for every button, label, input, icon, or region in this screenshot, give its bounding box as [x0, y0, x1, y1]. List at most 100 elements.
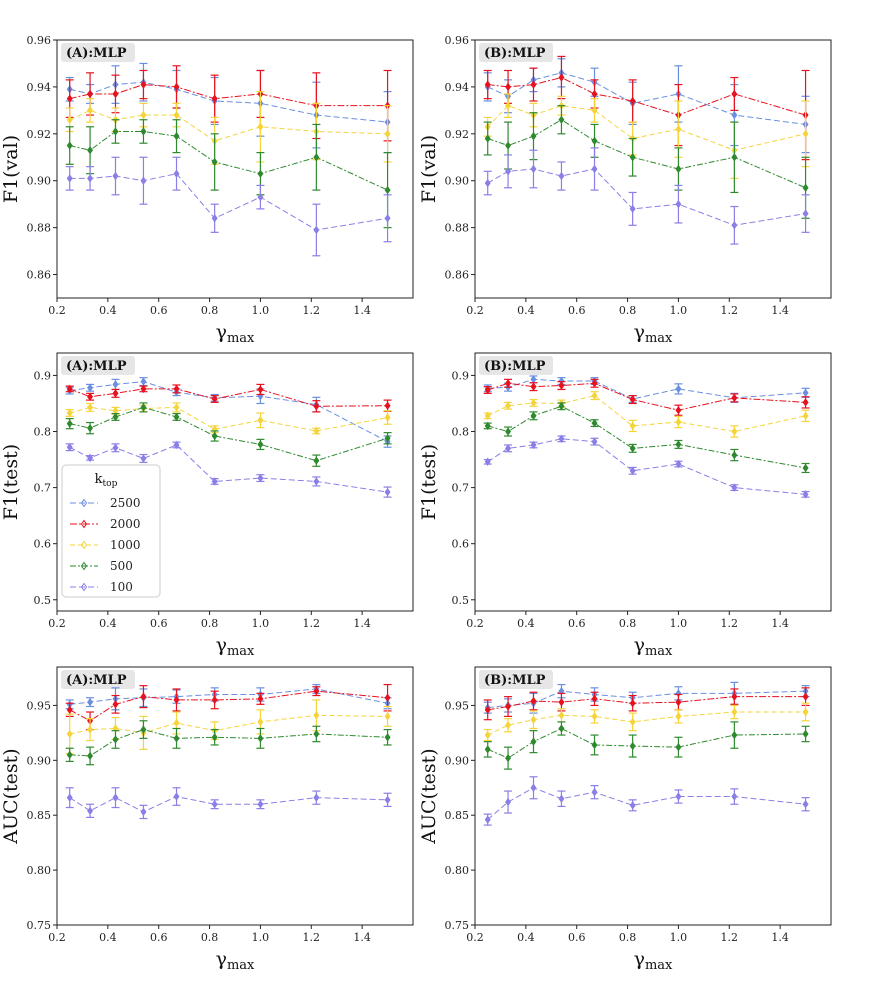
data-point	[484, 421, 491, 431]
data-point	[140, 692, 147, 701]
data-point	[629, 466, 636, 475]
data-point	[484, 730, 491, 740]
data-point	[802, 707, 809, 717]
data-point	[257, 169, 264, 178]
data-point	[66, 729, 73, 739]
x-tick-label: 0.2	[48, 617, 66, 630]
data-point	[591, 136, 598, 146]
data-point	[257, 734, 264, 743]
y-tick-label: 0.92	[27, 128, 52, 141]
data-point	[384, 487, 391, 497]
data-point	[257, 717, 264, 727]
data-point	[675, 199, 682, 209]
x-tick-label: 1.2	[721, 617, 739, 630]
x-axis-label: γmax	[634, 948, 673, 973]
data-point	[802, 183, 809, 192]
x-tick-label: 0.4	[517, 617, 535, 630]
data-point	[66, 443, 73, 452]
data-point	[530, 398, 537, 408]
data-point	[505, 720, 512, 730]
data-point	[731, 692, 738, 701]
panel-a1: 0.2 0.4 0.6 0.8 1.0 1.2 1.4 0.86 0.88 0.90 0.92 0.9…	[0, 34, 414, 346]
data-point	[731, 427, 738, 436]
x-tick-label: 0.2	[466, 304, 484, 317]
data-point	[802, 800, 809, 809]
series-2000	[483, 55, 810, 161]
data-point	[384, 733, 391, 742]
y-tick-label: 0.94	[445, 81, 470, 94]
data-point	[66, 115, 73, 124]
data-point	[173, 403, 180, 412]
data-point	[591, 740, 598, 750]
data-point	[384, 401, 391, 410]
legend-marker	[80, 561, 88, 571]
data-point	[505, 82, 512, 92]
x-axis-label: γmax	[216, 948, 255, 973]
data-point	[173, 110, 180, 120]
data-point	[257, 416, 264, 425]
y-tick-label: 0.5	[452, 594, 470, 607]
data-point	[257, 440, 264, 449]
data-point	[112, 389, 119, 398]
data-point	[173, 131, 180, 141]
panel-title-box	[61, 670, 135, 689]
plot-frame	[56, 39, 414, 299]
data-point	[112, 735, 119, 744]
panel-title-box	[479, 670, 553, 689]
x-tick-label: 1.0	[252, 931, 270, 944]
x-tick-label: 1.0	[670, 617, 688, 630]
data-point	[731, 110, 738, 120]
data-point	[629, 421, 636, 431]
data-point	[384, 693, 391, 702]
data-point	[505, 753, 512, 763]
data-point	[112, 793, 119, 802]
x-tick-label: 1.4	[353, 931, 371, 944]
plot-frame	[474, 666, 832, 926]
data-point	[558, 402, 565, 411]
y-tick-label: 0.7	[452, 482, 470, 495]
data-point	[313, 477, 320, 486]
y-tick-label: 0.9	[452, 369, 470, 382]
x-tick-label: 0.6	[568, 617, 586, 630]
legend-marker	[80, 540, 88, 550]
data-point	[173, 169, 180, 178]
y-tick-label: 0.96	[445, 34, 470, 47]
data-point	[802, 692, 809, 701]
y-tick-label: 0.75	[445, 919, 470, 932]
y-axis-label: AUC(test)	[0, 748, 22, 844]
data-point	[802, 129, 809, 139]
data-point	[675, 384, 682, 394]
x-tick-label: 1.0	[252, 617, 270, 630]
x-tick-label: 0.2	[466, 617, 484, 630]
data-point	[384, 795, 391, 805]
series-line	[69, 714, 388, 735]
data-point	[112, 171, 119, 181]
y-axis-label: AUC(test)	[418, 748, 440, 844]
data-point	[591, 379, 598, 388]
data-point	[173, 82, 180, 92]
panel-title: (B):MLP	[484, 46, 546, 61]
data-point	[484, 411, 491, 421]
x-tick-label: 1.0	[670, 304, 688, 317]
x-tick-label: 1.2	[721, 304, 739, 317]
y-tick-label: 0.9	[34, 369, 52, 382]
panel-title: (A):MLP	[66, 46, 127, 61]
data-point	[629, 699, 636, 708]
data-point	[802, 209, 809, 218]
series-line	[69, 109, 388, 142]
data-point	[384, 214, 391, 223]
data-point	[257, 385, 264, 394]
series-500	[483, 402, 810, 474]
y-tick-label: 0.95	[27, 699, 52, 712]
data-point	[675, 440, 682, 449]
data-point	[505, 702, 512, 711]
plot-frame	[474, 352, 832, 612]
data-point	[505, 141, 512, 150]
y-tick-label: 0.96	[27, 34, 52, 47]
x-tick-label: 1.4	[353, 617, 371, 630]
y-tick-label: 0.88	[445, 222, 470, 235]
panel-title-box	[61, 43, 135, 62]
data-point	[87, 725, 94, 734]
x-tick-label: 1.2	[303, 931, 321, 944]
